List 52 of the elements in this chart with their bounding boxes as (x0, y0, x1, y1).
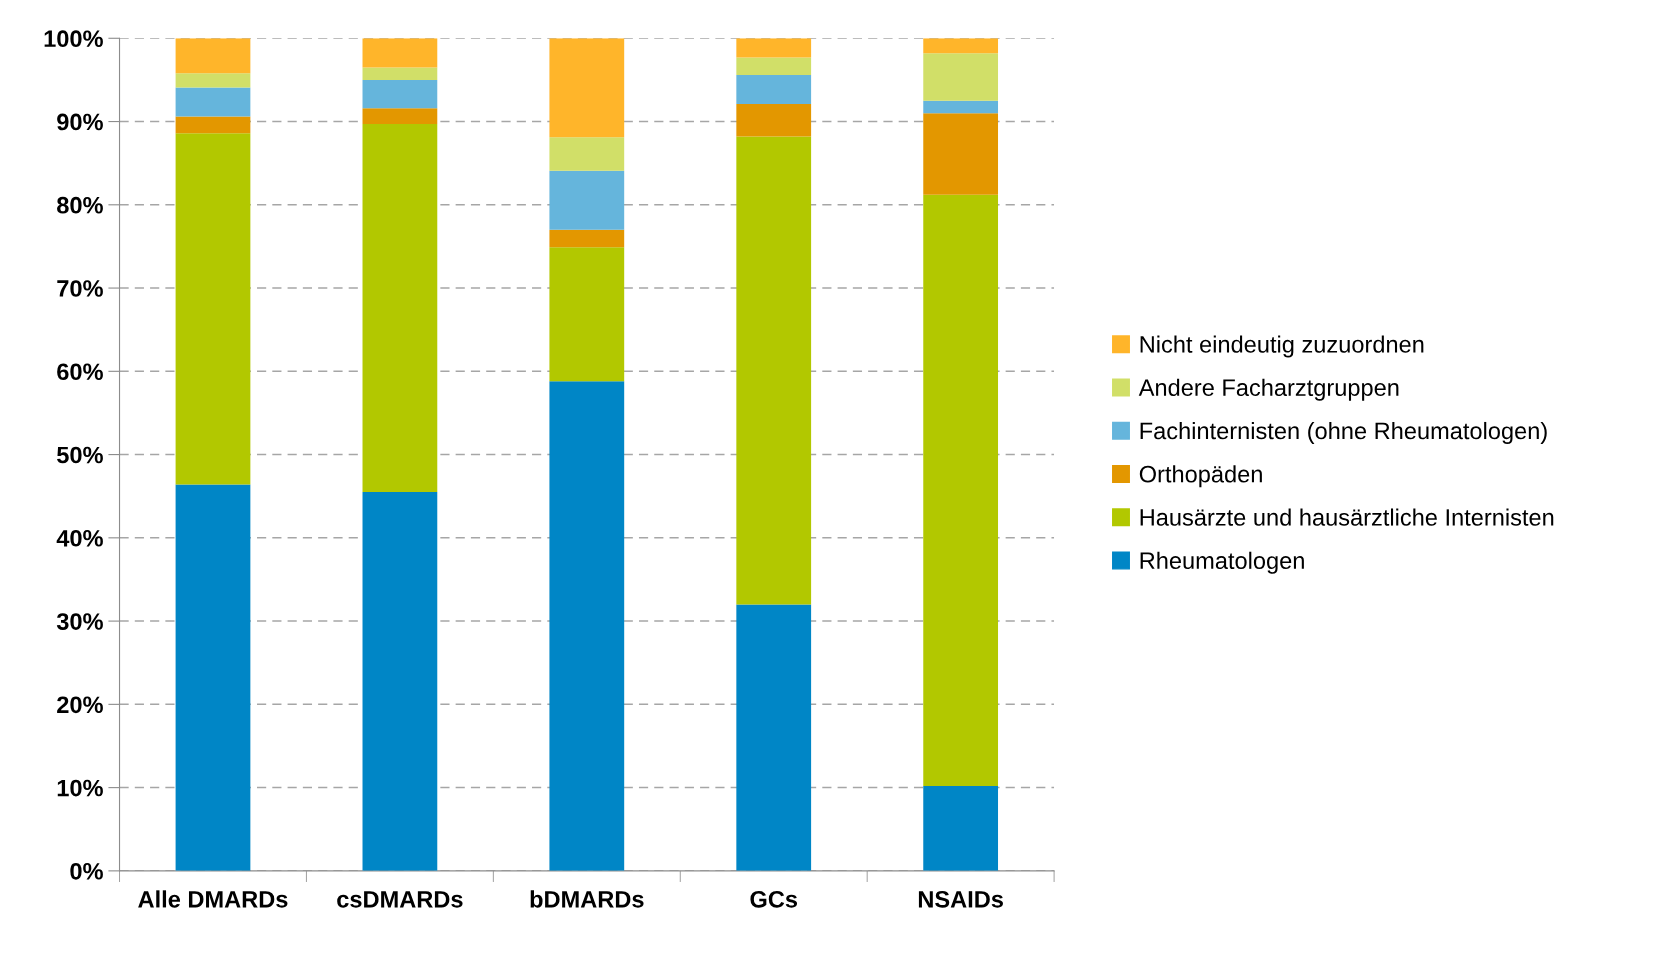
x-tick-label: GCs (750, 890, 798, 908)
bar (549, 137, 625, 171)
bar (549, 170, 625, 230)
bar (175, 133, 251, 485)
y-tick-label: 40% (56, 529, 103, 547)
legend-label: Fachinternisten (ohne Rheumatologen) (1140, 421, 1547, 444)
legend-label: Orthopäden (1139, 465, 1262, 488)
bar (736, 136, 812, 605)
y-tick-label: 10% (57, 779, 103, 797)
bar (362, 108, 438, 125)
x-tick-label: Alle DMARDs (138, 890, 288, 908)
bar (362, 38, 438, 68)
legend-label: Andere Facharztgruppen (1138, 378, 1399, 401)
legend-label: Rheumatologen (1140, 551, 1304, 574)
legend-label: Nicht eindeutig zuzuordnen (1140, 335, 1424, 358)
y-tick-label: 50% (57, 446, 103, 464)
bar (362, 67, 438, 80)
bar (175, 116, 251, 134)
y-tick-label: 80% (57, 196, 103, 214)
bar (175, 484, 251, 871)
x-tick-label: NSAIDs (918, 890, 1003, 908)
bar (736, 74, 812, 105)
bar (736, 104, 812, 137)
bar (923, 194, 999, 786)
bar (549, 38, 625, 138)
bar (175, 87, 251, 117)
bar (923, 100, 999, 114)
y-tick-label: 20% (57, 696, 103, 714)
legend-label: Hausärzte und hausärztliche Internisten (1140, 508, 1554, 526)
bar (549, 381, 625, 871)
y-tick-label: 60% (57, 363, 103, 381)
y-tick-label: 30% (56, 613, 103, 630)
bar (175, 73, 251, 88)
y-tick-label: 100% (44, 30, 103, 48)
y-tick-label: 90% (57, 113, 103, 131)
bar (549, 229, 625, 248)
bar (923, 113, 999, 195)
bar (362, 124, 438, 493)
bar (362, 79, 438, 109)
bar (923, 53, 999, 101)
bar (549, 247, 625, 382)
y-tick-label: 70% (57, 280, 103, 297)
x-tick-label: bDMARDs (530, 890, 644, 908)
bar (736, 57, 812, 75)
bar (736, 604, 812, 871)
bar (923, 785, 999, 871)
x-tick-label: csDMARDs (337, 891, 463, 908)
bar (362, 492, 438, 871)
y-tick-label: 0% (70, 862, 103, 880)
bar (175, 38, 251, 74)
bar (923, 38, 999, 54)
bar (736, 38, 812, 58)
